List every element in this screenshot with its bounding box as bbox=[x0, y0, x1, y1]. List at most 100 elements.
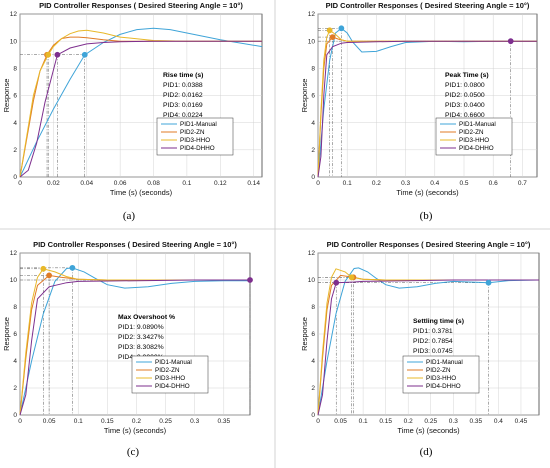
x-tick-label: 0.35 bbox=[470, 418, 483, 425]
x-tick-label: 0.1 bbox=[182, 180, 191, 187]
series-line-pid4-dhho bbox=[19, 40, 262, 178]
x-tick-label: 0.35 bbox=[217, 418, 230, 425]
y-tick-label: 8 bbox=[13, 304, 17, 311]
annotation-line: PID3: 0.0745 bbox=[413, 348, 453, 355]
x-axis-label: Time (s) (seconds) bbox=[104, 426, 167, 435]
legend-entry: PID2-ZN bbox=[459, 129, 484, 136]
y-tick-label: 10 bbox=[10, 38, 18, 45]
x-tick-label: 0.15 bbox=[379, 418, 392, 425]
x-tick-label: 0.4 bbox=[430, 180, 439, 187]
annotation-line: PID1: 0.0388 bbox=[163, 82, 203, 89]
x-tick-label: 0.14 bbox=[247, 180, 260, 187]
annotation-title: Max Overshoot % bbox=[118, 314, 175, 321]
x-tick-label: 0 bbox=[316, 418, 320, 425]
y-tick-label: 12 bbox=[308, 11, 316, 18]
series-line-pid4-dhho bbox=[317, 279, 539, 416]
point-marker-pid4-dhho bbox=[333, 279, 340, 286]
chart-panel-c: 0 0.05 0.1 0.15 0.2 0.25 0.3 0.35 0 2 4 6 8 10 12 PID C… bbox=[2, 240, 253, 458]
annotation-line: PID2: 0.0500 bbox=[445, 92, 485, 99]
x-tick-label: 0.2 bbox=[372, 180, 381, 187]
chart-panel-d: 0 0.05 0.1 0.15 0.2 0.25 0.3 0.35 0.4 0.45 0 2 4 6 8 10… bbox=[300, 240, 540, 458]
x-tick-label: 0.4 bbox=[494, 418, 503, 425]
y-tick-label: 10 bbox=[10, 277, 18, 284]
point-marker-pid4-dhho bbox=[507, 38, 514, 45]
legend-entry: PID3-HHO bbox=[155, 375, 185, 382]
chart-title: PID Controller Responses ( Desired Steer… bbox=[33, 240, 237, 249]
series-line-pid3-hho bbox=[19, 29, 262, 178]
legend-entry: PID3-HHO bbox=[180, 137, 210, 144]
point-marker-pid4-dhho bbox=[247, 277, 253, 283]
y-tick-label: 0 bbox=[311, 412, 315, 419]
legend-entry: PID3-HHO bbox=[459, 137, 489, 144]
y-tick-label: 10 bbox=[308, 277, 316, 284]
legend-entry: PID1-Manual bbox=[459, 121, 496, 128]
annotation-title: Rise time (s) bbox=[163, 72, 203, 79]
y-tick-label: 8 bbox=[311, 66, 315, 73]
annotation-line: PID3: 0.0400 bbox=[445, 102, 485, 109]
series-line-pid4-dhho bbox=[19, 279, 250, 416]
x-tick-label: 0.05 bbox=[43, 418, 56, 425]
point-marker-pid1-manual bbox=[81, 51, 88, 58]
annotation-line: PID2: 0.7854 bbox=[413, 338, 453, 345]
point-marker-pid3-hho bbox=[348, 274, 355, 281]
x-tick-label: 0.06 bbox=[114, 180, 127, 187]
x-tick-label: 0.6 bbox=[489, 180, 498, 187]
annotation-line: PID2: 3.3427% bbox=[118, 334, 164, 341]
panel-caption: (a) bbox=[123, 210, 136, 222]
y-axis-label: Response bbox=[2, 317, 11, 351]
x-tick-label: 0.25 bbox=[424, 418, 437, 425]
chart-title: PID Controller Responses ( Desired Steer… bbox=[39, 1, 243, 10]
x-tick-label: 0.2 bbox=[132, 418, 141, 425]
legend-entry: PID2-ZN bbox=[426, 367, 451, 374]
y-tick-label: 2 bbox=[311, 385, 315, 392]
x-axis-label: Time (s) (seconds) bbox=[396, 188, 459, 197]
legend-entry: PID1-Manual bbox=[426, 359, 463, 366]
y-axis-label: Response bbox=[2, 79, 11, 113]
y-tick-label: 2 bbox=[311, 147, 315, 154]
x-tick-label: 0.45 bbox=[515, 418, 528, 425]
y-tick-label: 6 bbox=[311, 331, 315, 338]
point-marker-pid3-hho bbox=[326, 27, 333, 34]
annotation-line: PID4: 0.0224 bbox=[163, 112, 203, 119]
x-tick-label: 0 bbox=[18, 418, 22, 425]
annotation-line: PID2: 0.0162 bbox=[163, 92, 203, 99]
point-marker-pid3-hho bbox=[40, 265, 47, 272]
series-line-pid1-manual bbox=[19, 27, 263, 178]
point-marker-pid2-zn bbox=[46, 272, 53, 279]
annotation-line: PID4: 0.6600 bbox=[445, 112, 485, 119]
x-tick-label: 0.2 bbox=[404, 418, 413, 425]
x-axis-label: Time (s) (seconds) bbox=[110, 188, 173, 197]
point-marker-pid4-dhho bbox=[54, 51, 61, 58]
y-axis-label: Response bbox=[300, 79, 309, 113]
x-tick-label: 0.5 bbox=[459, 180, 468, 187]
annotation-title: Settling time (s) bbox=[413, 318, 464, 325]
x-tick-label: 0.25 bbox=[159, 418, 172, 425]
x-tick-label: 0.15 bbox=[101, 418, 114, 425]
legend-entry: PID3-HHO bbox=[426, 375, 456, 382]
y-tick-label: 6 bbox=[13, 93, 17, 100]
point-marker-pid1-manual bbox=[485, 279, 492, 286]
y-tick-label: 10 bbox=[308, 38, 316, 45]
x-tick-label: 0.1 bbox=[74, 418, 83, 425]
y-tick-label: 6 bbox=[13, 331, 17, 338]
annotation-title: Peak Time (s) bbox=[445, 72, 489, 79]
x-tick-label: 0 bbox=[316, 180, 320, 187]
annotation-line: PID1: 9.0890% bbox=[118, 324, 164, 331]
legend-entry: PID2-ZN bbox=[155, 367, 180, 374]
y-tick-label: 4 bbox=[311, 358, 315, 365]
point-marker-pid2-zn bbox=[329, 34, 336, 40]
series-line-pid1-manual bbox=[19, 267, 250, 416]
y-tick-label: 0 bbox=[13, 174, 17, 181]
chart-title: PID Controller Responses ( Desired Steer… bbox=[327, 240, 531, 249]
y-tick-label: 8 bbox=[13, 66, 17, 73]
series-line-pid3-hho bbox=[317, 268, 539, 416]
point-marker-pid1-manual bbox=[338, 25, 345, 32]
x-tick-label: 0.3 bbox=[449, 418, 458, 425]
y-tick-label: 8 bbox=[311, 304, 315, 311]
y-tick-label: 0 bbox=[13, 412, 17, 419]
y-tick-label: 12 bbox=[308, 250, 316, 257]
point-marker-pid3-hho bbox=[45, 51, 52, 58]
y-tick-label: 4 bbox=[13, 120, 17, 127]
annotation-line: PID3: 0.0169 bbox=[163, 102, 203, 109]
